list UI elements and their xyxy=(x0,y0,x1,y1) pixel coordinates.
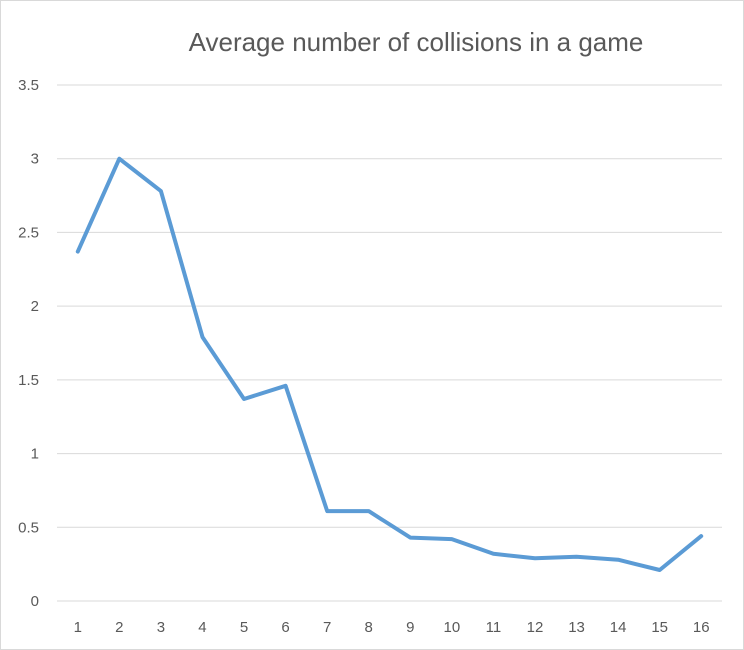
x-tick-label: 12 xyxy=(527,619,544,636)
series-layer xyxy=(75,156,704,572)
y-tick-label: 2 xyxy=(31,298,39,315)
y-axis-ticks: 0 0.5 1 1.5 2 2.5 3 3.5 xyxy=(18,77,39,610)
x-tick-label: 8 xyxy=(365,619,373,636)
x-tick-label: 16 xyxy=(693,619,710,636)
x-tick-label: 6 xyxy=(281,619,289,636)
x-tick-label: 11 xyxy=(486,619,502,636)
x-tick-label: 10 xyxy=(444,619,461,636)
x-tick-label: 15 xyxy=(651,619,668,636)
gridlines xyxy=(57,84,722,602)
x-tick-label: 2 xyxy=(115,619,123,636)
y-tick-label: 0 xyxy=(31,593,39,610)
y-tick-label: 0.5 xyxy=(18,519,39,536)
chart-title: Average number of collisions in a game xyxy=(188,27,644,57)
y-tick-label: 1.5 xyxy=(18,372,39,389)
x-tick-label: 9 xyxy=(406,619,414,636)
x-tick-label: 13 xyxy=(568,619,585,636)
y-tick-label: 3.5 xyxy=(18,77,39,94)
y-tick-label: 2.5 xyxy=(18,224,39,241)
y-tick-label: 3 xyxy=(31,151,39,168)
x-tick-label: 4 xyxy=(198,619,206,636)
x-tick-label: 1 xyxy=(74,619,82,636)
x-axis-ticks: 1 2 3 4 5 6 7 8 9 10 11 12 13 14 15 16 xyxy=(74,619,710,636)
x-tick-label: 7 xyxy=(323,619,331,636)
y-tick-label: 1 xyxy=(31,446,39,463)
x-tick-label: 3 xyxy=(157,619,165,636)
x-tick-label: 14 xyxy=(610,619,627,636)
x-tick-label: 5 xyxy=(240,619,248,636)
series-line xyxy=(75,156,704,572)
